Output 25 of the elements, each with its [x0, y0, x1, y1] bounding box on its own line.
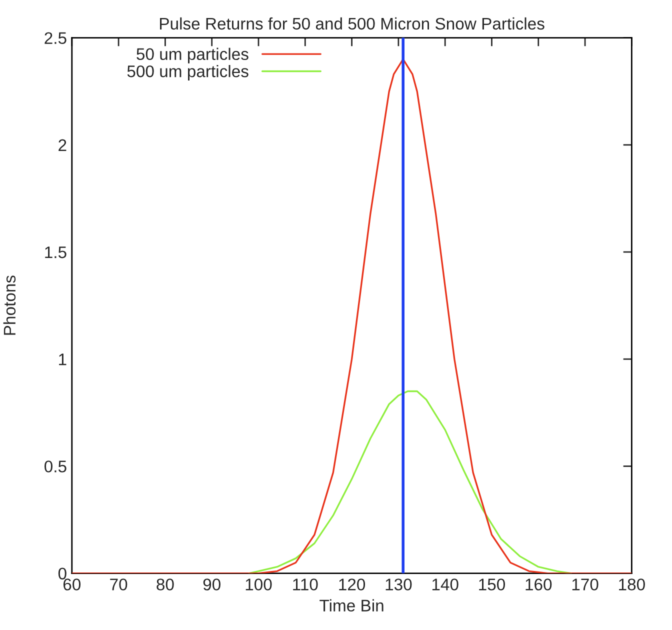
- line-series: [248, 390, 572, 574]
- x-tick-label: 170: [572, 578, 598, 590]
- x-tick-label: 160: [526, 578, 552, 590]
- x-tick-label: 120: [339, 578, 366, 590]
- y-tick-label: 2.5: [44, 32, 66, 44]
- y-tick-label: 0: [58, 568, 66, 580]
- x-tick-label: 110: [293, 578, 318, 590]
- x-axis-title: Time Bin: [320, 599, 384, 612]
- y-tick-label: 1.5: [45, 246, 66, 258]
- x-tick-label: 150: [479, 578, 505, 590]
- y-tick-label: 2: [58, 139, 66, 151]
- x-tick-label: 80: [156, 578, 174, 590]
- legend-label: 50 um particles: [136, 48, 248, 64]
- x-tick-label: 180: [619, 578, 645, 590]
- y-axis-title: Photons: [3, 276, 16, 335]
- x-tick-label: 70: [110, 578, 128, 590]
- x-tick-label: 90: [203, 578, 220, 590]
- x-tick-label: 100: [246, 578, 272, 590]
- x-tick-label: 140: [432, 578, 458, 590]
- y-tick-label: 0.5: [44, 460, 66, 472]
- x-tick-label: 60: [63, 578, 81, 590]
- x-tick-label: 130: [386, 578, 412, 590]
- chart-title: Pulse Returns for 50 and 500 Micron Snow Particles: [160, 17, 544, 30]
- y-tick-label: 1: [59, 354, 66, 366]
- legend-label: 500 um particles: [127, 65, 248, 81]
